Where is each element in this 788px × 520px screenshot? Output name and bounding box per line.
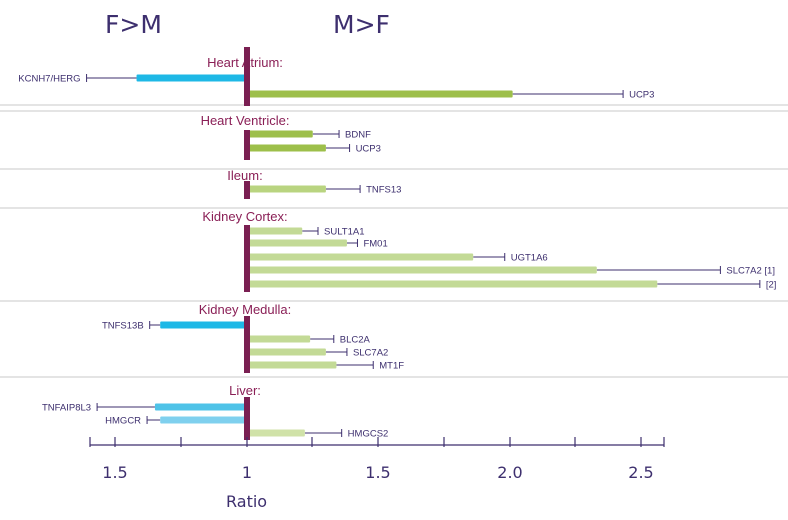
bar-label: UGT1A6 (511, 253, 548, 264)
bar-heart-ventricle-bdnf (247, 130, 313, 138)
bar-kidney-cortex-ugt1a6 (247, 253, 474, 261)
center-marker (244, 316, 250, 373)
header-f-greater-m: F>M (105, 10, 162, 39)
bar-heart-atrium-ucp3 (247, 90, 513, 98)
bar-label: UCP3 (629, 90, 654, 101)
bar-label: KCNH7/HERG (18, 74, 80, 85)
group-title: Kidney Cortex: (202, 209, 287, 224)
x-tick-label: 1.5 (365, 463, 390, 482)
bar-label: TNFAIP8L3 (42, 403, 91, 414)
bar-kidney-medulla-mt1f (247, 361, 337, 369)
bar-label: SLC7A2 (353, 348, 388, 359)
header-m-greater-f: M>F (333, 10, 390, 39)
bar-liver-hmgcs2 (247, 429, 305, 437)
bar-label: BLC2A (340, 335, 371, 346)
bar-kidney-medulla-tnfs13b (160, 321, 247, 329)
bar-label: TNFS13B (102, 321, 144, 332)
bar-kidney-cortex-2 (247, 280, 658, 288)
center-marker (244, 181, 250, 199)
group-title: Ileum: (227, 168, 262, 183)
x-axis-title: Ratio (226, 492, 268, 511)
x-tick-label: 1.5 (102, 463, 127, 482)
x-tick-label: 2.5 (628, 463, 653, 482)
bar-kidney-cortex-sult1a1 (247, 227, 303, 235)
bar-kidney-cortex-fm01 (247, 239, 347, 247)
group-title: Liver: (229, 383, 261, 398)
bar-label: MT1F (379, 361, 404, 372)
x-tick-label: 1 (242, 463, 252, 482)
bar-label: UCP3 (356, 144, 381, 155)
bar-kidney-cortex-slc7a2-1 (247, 266, 597, 274)
bar-kidney-medulla-slc7a2 (247, 348, 326, 356)
bar-label: FM01 (363, 239, 387, 250)
group-title: Kidney Medulla: (199, 302, 292, 317)
bar-ileum-tnfs13 (247, 185, 326, 193)
bar-kidney-medulla-blc2a (247, 335, 311, 343)
bar-label: TNFS13 (366, 185, 401, 196)
x-tick-label: 2.0 (497, 463, 522, 482)
center-marker (244, 397, 250, 440)
bar-liver-hmgcr (160, 416, 247, 424)
bar-heart-atrium-kcnh7-herg (136, 74, 247, 82)
bar-label: SULT1A1 (324, 227, 364, 238)
bar-label: HMGCS2 (348, 429, 389, 440)
bar-heart-ventricle-ucp3 (247, 144, 326, 152)
center-marker (244, 47, 250, 106)
center-marker (244, 225, 250, 292)
center-marker (244, 130, 250, 160)
bar-liver-tnfaip8l3 (154, 403, 247, 411)
bar-label: SLC7A2 [1] (726, 266, 775, 277)
bar-label: BDNF (345, 130, 371, 141)
group-title: Heart Ventricle: (201, 113, 290, 128)
bar-label: HMGCR (105, 416, 141, 427)
bar-label: [2] (766, 280, 777, 291)
